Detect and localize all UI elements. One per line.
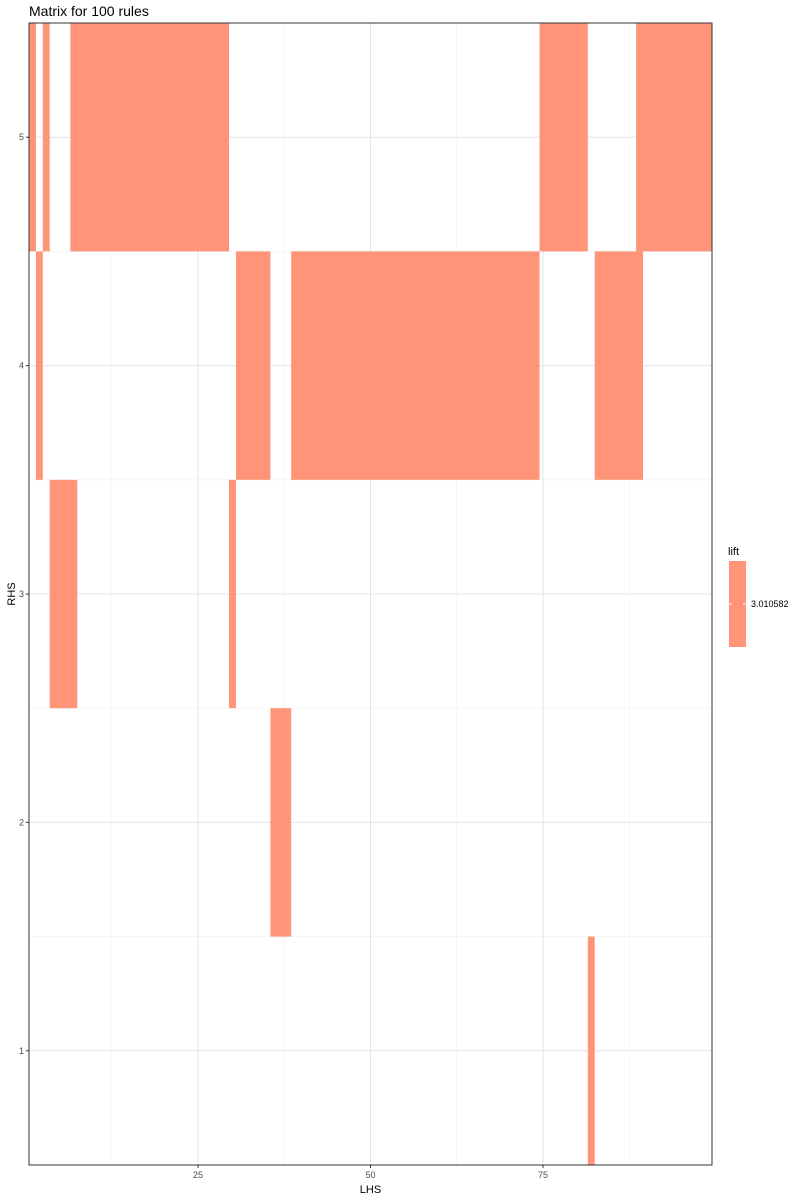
heatmap-cell [636,23,712,252]
legend-color-bar [729,561,746,647]
plot-area [28,22,713,1166]
x-tick-label: 50 [365,1170,375,1180]
heatmap-cell [539,23,588,252]
y-axis-label: RHS [6,582,18,605]
heatmap-cell [35,251,43,480]
y-tick-label: 2 [19,817,24,827]
heatmap-cell [42,23,50,252]
x-tick-label: 75 [538,1170,548,1180]
heatmap-cell [587,936,595,1165]
chart-title: Matrix for 100 rules [29,3,149,19]
legend-label: 3.010582 [751,599,789,609]
legend: lift 3.010582 [728,546,789,647]
heatmap-cell [229,479,236,709]
heatmap-cell [70,23,230,252]
legend-title: lift [728,546,739,558]
y-tick-label: 3 [19,589,24,599]
x-axis: 25 50 75 [193,1165,548,1180]
heatmap-cell [270,708,292,937]
x-tick-label: 25 [193,1170,203,1180]
heatmap-cell [594,251,644,480]
heatmap-cell [29,23,36,252]
heatmap-cell [235,251,271,480]
x-axis-label: LHS [360,1184,381,1196]
heatmap-cells [29,23,712,1165]
y-tick-label: 1 [19,1046,24,1056]
y-axis: 1 2 3 4 5 [19,132,29,1056]
y-tick-label: 5 [19,132,24,142]
y-tick-label: 4 [19,361,24,371]
heatmap-cell [49,479,78,709]
heatmap-cell [291,251,540,480]
